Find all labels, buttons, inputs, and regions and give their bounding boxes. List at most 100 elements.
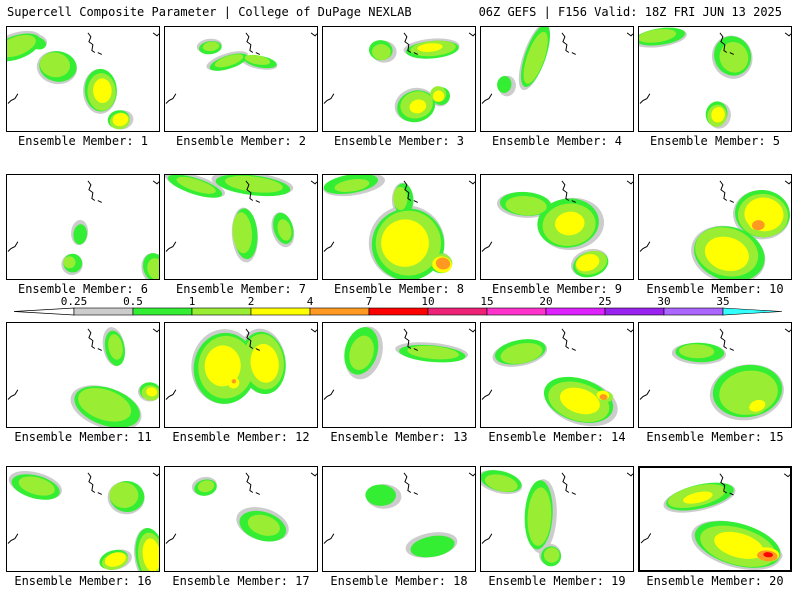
scp-contour-fill (78, 387, 132, 422)
coastline-outline (165, 472, 317, 544)
ensemble-member-map-12[interactable] (164, 322, 318, 428)
scp-band-1 (484, 474, 560, 563)
scp-contour-fill (407, 345, 459, 360)
scp-map-canvas (639, 180, 791, 279)
scp-contour-fill (393, 186, 408, 211)
scp-contour-fill (500, 342, 543, 364)
coastline-outline (165, 328, 317, 400)
scp-contour-fill (197, 480, 215, 493)
scp-band-4 (599, 394, 608, 401)
scp-map-canvas (7, 30, 159, 130)
scp-map-canvas (7, 327, 159, 427)
scp-contour-fill (146, 387, 158, 397)
coastline-outline (7, 472, 159, 544)
scp-band-1 (523, 31, 548, 84)
coastline-outline (7, 180, 159, 252)
color-scale-legend: 0.25 0.5 1 2 4 7 10 15 20 25 30 35 (0, 296, 800, 320)
scp-contour-fill (147, 258, 159, 279)
ensemble-member-label: Ensemble Member: 14 (488, 430, 626, 444)
colorbar-level-label: 4 (307, 296, 314, 308)
ensemble-member-map-3[interactable] (322, 26, 476, 132)
coastline-outline (323, 328, 475, 400)
ensemble-member-map-10[interactable] (638, 174, 792, 280)
colorbar-over-arrow (722, 307, 783, 316)
ensemble-member-label: Ensemble Member: 7 (175, 282, 307, 296)
ensemble-member-map-13[interactable] (322, 322, 476, 428)
ensemble-member-label: Ensemble Member: 3 (333, 134, 465, 148)
scp-band-2 (749, 399, 766, 412)
scp-contour-fill (679, 344, 715, 359)
colorbar-swatch-7 (368, 307, 429, 316)
scp-contour-fill (202, 41, 220, 52)
scp-band-1 (679, 344, 778, 415)
ensemble-member-map-5[interactable] (638, 26, 792, 132)
colorbar-level-label: 30 (657, 296, 670, 308)
scp-contour-fill (108, 334, 123, 360)
scp-contour-fill (559, 387, 600, 415)
colorbar-level-label: 35 (716, 296, 729, 308)
scp-contour-fill (435, 257, 451, 270)
scp-contour-fill (93, 78, 112, 104)
scp-band-2 (554, 211, 600, 272)
colorbar-level-label: 0.5 (123, 296, 143, 308)
scp-map-canvas (323, 326, 475, 400)
ensemble-member-label: Ensemble Member: 19 (488, 574, 626, 588)
scp-contour-fill (18, 476, 55, 496)
scp-map-canvas (165, 32, 317, 104)
colorbar-level-label: 15 (480, 296, 493, 308)
ensemble-member-map-18[interactable] (322, 466, 476, 572)
ensemble-member-map-4[interactable] (480, 26, 634, 132)
scp-map-canvas (165, 328, 317, 404)
scp-contour-fill (244, 54, 271, 65)
scp-map-canvas (165, 175, 317, 263)
ensemble-member-map-11[interactable] (6, 322, 160, 428)
scp-map-canvas (481, 27, 633, 104)
scp-map-canvas (640, 473, 790, 570)
ensemble-member-label: Ensemble Member: 11 (14, 430, 152, 444)
ensemble-member-label: Ensemble Member: 16 (14, 574, 152, 588)
scp-contour-fill (704, 236, 749, 272)
ensemble-member-map-15[interactable] (638, 322, 792, 428)
ensemble-member-map-19[interactable] (480, 466, 634, 572)
colorbar-swatch-30 (663, 307, 724, 316)
scp-contour-fill (763, 552, 773, 558)
ensemble-member-map-20[interactable] (638, 466, 792, 572)
ensemble-member-label: Ensemble Member: 17 (172, 574, 310, 588)
coastline-outline (165, 32, 317, 104)
ensemble-member-map-8[interactable] (322, 174, 476, 280)
scp-contour-fill (749, 399, 766, 412)
ensemble-member-map-1[interactable] (6, 26, 160, 132)
scp-contour-fill (39, 52, 71, 78)
colorbar-level-label: 20 (539, 296, 552, 308)
scp-contour-fill (554, 211, 585, 236)
coastline-outline (7, 32, 159, 104)
scp-contour-fill (73, 224, 88, 245)
colorbar-under-arrow (13, 307, 75, 316)
ensemble-member-label: Ensemble Member: 10 (646, 282, 784, 296)
ensemble-member-map-2[interactable] (164, 26, 318, 132)
ensemble-member-map-9[interactable] (480, 174, 634, 280)
scp-contour-fill (543, 547, 560, 563)
colorbar-level-label: 2 (248, 296, 255, 308)
scp-map-canvas (7, 470, 159, 571)
colorbar-swatch-25 (604, 307, 665, 316)
scp-contour-fill (365, 484, 396, 506)
scp-contour-fill (527, 487, 552, 546)
scp-band-1 (197, 480, 280, 536)
scp-contour-fill (247, 514, 280, 536)
ensemble-member-map-17[interactable] (164, 466, 318, 572)
scp-contour-fill (505, 195, 547, 216)
ensemble-member-map-6[interactable] (6, 174, 160, 280)
ensemble-member-label: Ensemble Member: 2 (175, 134, 307, 148)
scp-contour-fill (109, 482, 139, 509)
ensemble-member-map-7[interactable] (164, 174, 318, 280)
colorbar-swatch-1 (191, 307, 252, 316)
scp-map-canvas (7, 180, 159, 279)
coastline-outline (323, 32, 475, 104)
ensemble-member-map-16[interactable] (6, 466, 160, 572)
scp-contour-fill (349, 335, 374, 370)
ensemble-member-map-14[interactable] (480, 322, 634, 428)
scp-band-1 (63, 256, 159, 279)
coastline-outline (481, 32, 633, 104)
scp-contour-fill (142, 538, 159, 571)
